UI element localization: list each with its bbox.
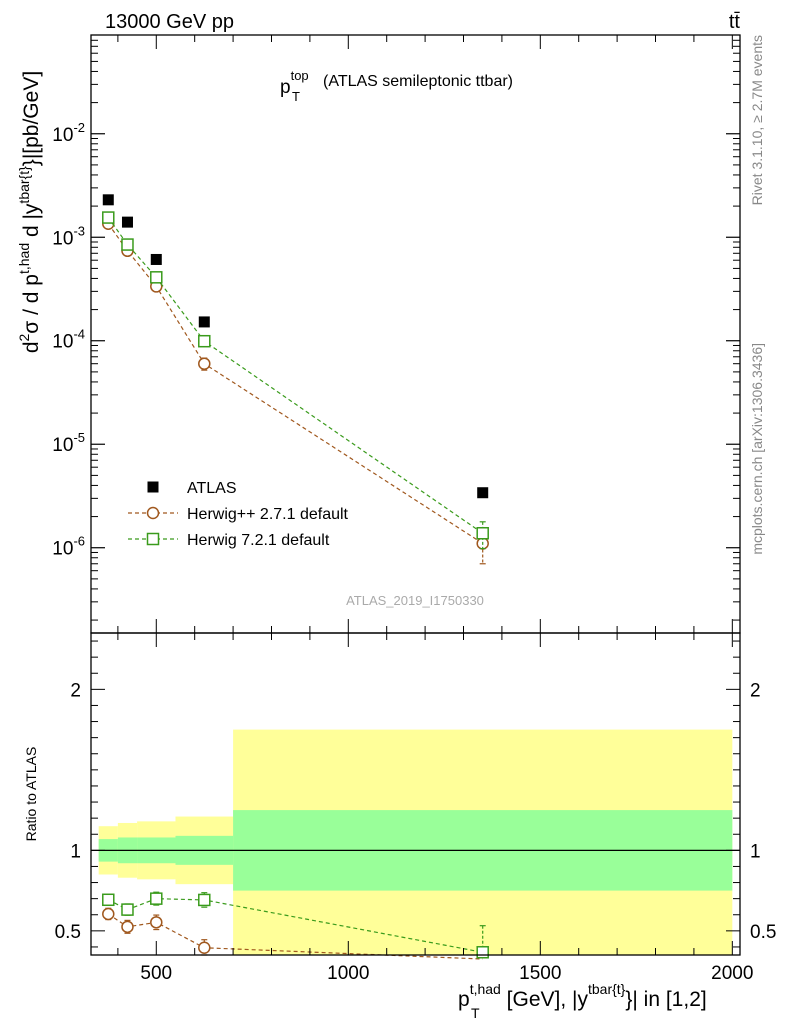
ratio-herwigpp-series [102, 907, 483, 960]
svg-text:d2σ / d pt,had d |ytbar{t}}|[p: d2σ / d pt,had d |ytbar{t}}|[pb/GeV] [16, 71, 43, 353]
main-herwigpp-line [107, 223, 484, 544]
main-y-axis-label: d2σ / d pt,had d |ytbar{t}}|[pb/GeV] [16, 71, 43, 353]
y-tick-label: 10-5 [52, 430, 85, 456]
legend-label: Herwig++ 2.7.1 default [187, 506, 349, 523]
ratio-herwig7-point [150, 892, 163, 905]
mcplots-label: mcplots.cern.ch [arXiv:1306.3436] [749, 343, 765, 555]
ratio-plot-panel: 500 1000 1500 2000 0.5 0.5 1 1 2 2 Ratio to ATLAS… [23, 632, 776, 1021]
ratio-herwigpp-point [102, 907, 115, 921]
svg-text:(ATLAS semileptonic ttbar): (ATLAS semileptonic ttbar) [323, 73, 513, 90]
beam-label: 13000 GeV pp [105, 11, 234, 33]
legend-label: ATLAS [187, 480, 237, 497]
ratio-herwig7-point [102, 893, 115, 907]
legend-marker [146, 506, 160, 520]
main-atlas-point [102, 194, 114, 206]
rivet-version-label: Rivet 3.1.10, ≥ 2.7M events [749, 35, 765, 205]
legend-item: Herwig++ 2.7.1 default [128, 506, 349, 523]
y-tick-label: 10-4 [52, 327, 85, 353]
main-minor-ticks [91, 34, 740, 621]
ratio-herwig7-series [102, 891, 489, 959]
legend: ATLAS Herwig++ 2.7.1 default Herwig 7.2.1 … [128, 480, 349, 549]
process-label: tt̄ [729, 11, 741, 33]
ratio-y-tick-label: 1 [750, 841, 761, 862]
ratio-herwigpp-point [198, 941, 211, 955]
ratio-herwig7-point [476, 946, 489, 959]
y-tick-label: 10-6 [52, 534, 85, 560]
main-atlas-series [102, 194, 489, 499]
ratio-y-tick-label: 1 [70, 841, 81, 862]
y-tick-label: 10-2 [52, 120, 85, 146]
ratio-herwig7-point [198, 893, 211, 907]
main-x-ticks [117, 35, 733, 633]
x-tick-label: 1500 [519, 963, 561, 984]
x-tick-label: 2000 [711, 963, 753, 984]
ratio-y-tick-label: 0.5 [750, 922, 776, 943]
main-atlas-point [477, 487, 489, 499]
legend-marker [147, 481, 159, 493]
main-herwig7-point [150, 271, 163, 284]
ratio-y-axis-label: Ratio to ATLAS [23, 747, 39, 842]
ratio-y-tick-label: 2 [750, 680, 761, 701]
main-herwig7-point [102, 211, 115, 224]
main-herwig7-line [107, 217, 484, 534]
x-tick-label: 500 [140, 963, 172, 984]
x-axis-label: pt,had [GeV], |ytbar{t}}| in [1,2]T [458, 981, 707, 1021]
main-herwig7-series [102, 211, 489, 550]
x-tick-label: 1000 [327, 963, 369, 984]
analysis-watermark: ATLAS_2019_I1750330 [346, 593, 484, 608]
y-tick-label: 10-3 [52, 223, 85, 249]
legend-item: Herwig 7.2.1 default [128, 532, 330, 549]
legend-label: Herwig 7.2.1 default [187, 532, 330, 549]
ratio-y-tick-label: 2 [70, 680, 81, 701]
main-atlas-point [121, 216, 133, 228]
legend-item: ATLAS [147, 480, 237, 497]
main-atlas-point [150, 253, 162, 265]
svg-text:T: T [292, 89, 300, 104]
main-atlas-point [198, 316, 210, 328]
main-herwigpp-point [198, 357, 211, 370]
ratio-herwigpp-point [121, 920, 134, 934]
ratio-plot-frame [90, 632, 741, 956]
legend-marker [146, 532, 160, 546]
main-herwig7-point [476, 527, 489, 540]
svg-text:T: T [471, 1005, 480, 1021]
ratio-herwigpp-point [150, 916, 163, 929]
main-herwig7-point [198, 334, 211, 348]
svg-text:ptop: ptop [280, 68, 309, 98]
main-herwig7-point [121, 238, 134, 251]
svg-text:pt,had [GeV], |ytbar{t}}| in [: pt,had [GeV], |ytbar{t}}| in [1,2] [458, 981, 707, 1011]
ratio-herwig7-point [121, 903, 134, 916]
ratio-y-tick-label: 0.5 [55, 922, 81, 943]
